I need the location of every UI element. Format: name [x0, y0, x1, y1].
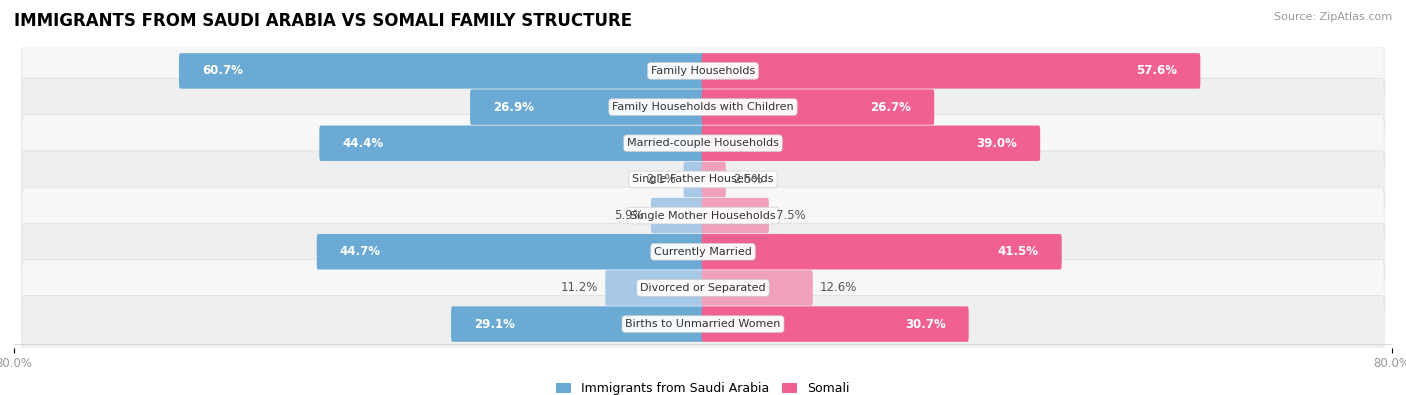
FancyBboxPatch shape: [451, 307, 704, 342]
Text: Births to Unmarried Women: Births to Unmarried Women: [626, 319, 780, 329]
FancyBboxPatch shape: [316, 234, 704, 269]
FancyBboxPatch shape: [179, 53, 704, 88]
Text: Married-couple Households: Married-couple Households: [627, 138, 779, 148]
FancyBboxPatch shape: [651, 198, 704, 233]
Text: Divorced or Separated: Divorced or Separated: [640, 283, 766, 293]
FancyBboxPatch shape: [22, 260, 1384, 316]
FancyBboxPatch shape: [702, 53, 1201, 88]
FancyBboxPatch shape: [22, 79, 1384, 135]
Text: 60.7%: 60.7%: [202, 64, 243, 77]
FancyBboxPatch shape: [319, 126, 704, 161]
FancyBboxPatch shape: [605, 270, 704, 306]
Text: 7.5%: 7.5%: [776, 209, 806, 222]
FancyBboxPatch shape: [22, 115, 1384, 172]
Text: 2.5%: 2.5%: [733, 173, 763, 186]
Text: Currently Married: Currently Married: [654, 247, 752, 257]
Text: 5.9%: 5.9%: [614, 209, 644, 222]
FancyBboxPatch shape: [22, 151, 1384, 208]
FancyBboxPatch shape: [702, 89, 934, 125]
FancyBboxPatch shape: [702, 162, 725, 197]
Text: 26.7%: 26.7%: [870, 101, 911, 114]
FancyBboxPatch shape: [702, 198, 769, 233]
Text: 44.7%: 44.7%: [340, 245, 381, 258]
Text: 26.9%: 26.9%: [494, 101, 534, 114]
FancyBboxPatch shape: [22, 187, 1384, 244]
FancyBboxPatch shape: [22, 223, 1384, 280]
Legend: Immigrants from Saudi Arabia, Somali: Immigrants from Saudi Arabia, Somali: [557, 382, 849, 395]
FancyBboxPatch shape: [22, 42, 1384, 100]
Text: 30.7%: 30.7%: [905, 318, 946, 331]
Text: Family Households with Children: Family Households with Children: [612, 102, 794, 112]
Text: 11.2%: 11.2%: [561, 281, 598, 294]
FancyBboxPatch shape: [683, 162, 704, 197]
Text: 39.0%: 39.0%: [976, 137, 1018, 150]
FancyBboxPatch shape: [702, 270, 813, 306]
Text: 41.5%: 41.5%: [998, 245, 1039, 258]
FancyBboxPatch shape: [22, 295, 1384, 353]
Text: 12.6%: 12.6%: [820, 281, 858, 294]
Text: Source: ZipAtlas.com: Source: ZipAtlas.com: [1274, 12, 1392, 22]
Text: IMMIGRANTS FROM SAUDI ARABIA VS SOMALI FAMILY STRUCTURE: IMMIGRANTS FROM SAUDI ARABIA VS SOMALI F…: [14, 12, 633, 30]
Text: Single Mother Households: Single Mother Households: [630, 211, 776, 220]
FancyBboxPatch shape: [702, 234, 1062, 269]
Text: 57.6%: 57.6%: [1136, 64, 1177, 77]
FancyBboxPatch shape: [470, 89, 704, 125]
Text: Family Households: Family Households: [651, 66, 755, 76]
Text: 29.1%: 29.1%: [474, 318, 515, 331]
Text: 2.1%: 2.1%: [647, 173, 676, 186]
FancyBboxPatch shape: [702, 307, 969, 342]
FancyBboxPatch shape: [702, 126, 1040, 161]
Text: Single Father Households: Single Father Households: [633, 175, 773, 184]
Text: 44.4%: 44.4%: [342, 137, 384, 150]
